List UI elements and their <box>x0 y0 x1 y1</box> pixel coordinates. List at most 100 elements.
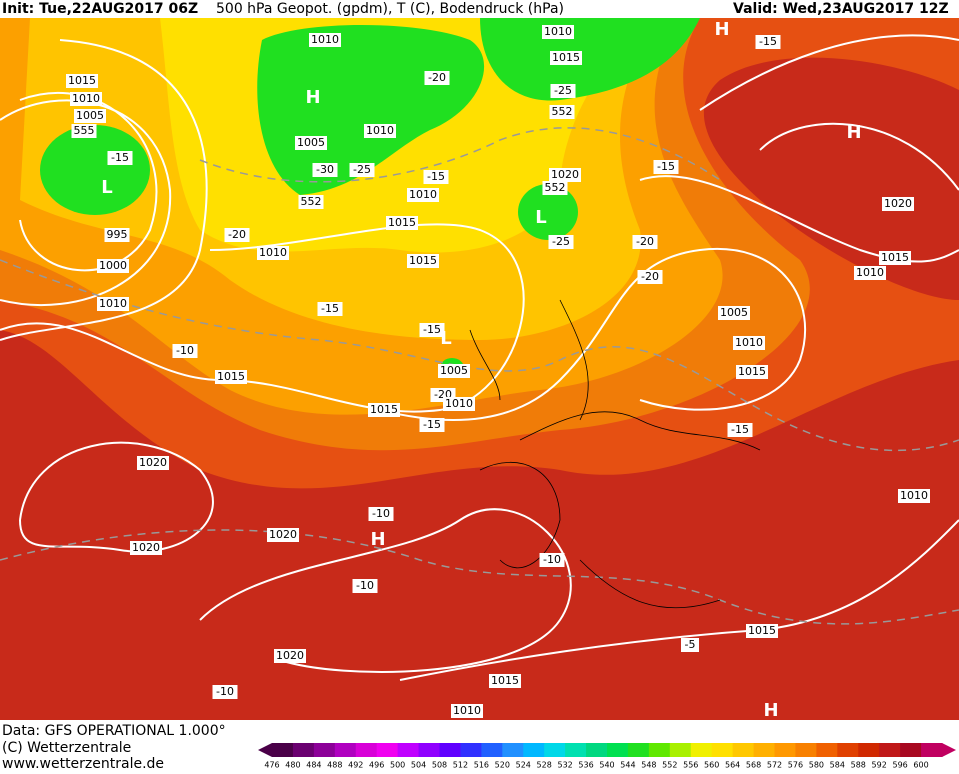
map-label: 552 <box>552 105 573 118</box>
colorbar-label: 564 <box>725 761 740 770</box>
colorbar-label: 528 <box>537 761 552 770</box>
label-box <box>746 624 778 638</box>
label-box <box>104 228 130 242</box>
label-box <box>681 638 699 652</box>
label-box <box>349 163 375 177</box>
colorbar-label: 592 <box>872 761 887 770</box>
label-box <box>224 228 250 242</box>
colorbar-swatch <box>272 743 294 757</box>
colorbar-swatch <box>292 743 315 757</box>
label-box <box>97 297 129 311</box>
label-box <box>882 197 914 211</box>
label-box <box>386 216 418 230</box>
colorbar-label: 536 <box>578 761 593 770</box>
map-label: -15 <box>657 160 675 173</box>
colorbar-right-arrow <box>942 743 956 757</box>
label-box <box>736 365 768 379</box>
label-box <box>71 124 97 138</box>
label-box <box>274 649 306 663</box>
colorbar-label: 484 <box>306 761 321 770</box>
colorbar-label: 540 <box>599 761 614 770</box>
colorbar-swatch <box>565 743 587 757</box>
colorbar-label: 568 <box>746 761 761 770</box>
label-box <box>443 397 475 411</box>
label-box <box>419 418 445 432</box>
label-box <box>423 170 449 184</box>
colorbar-label: 580 <box>809 761 824 770</box>
website: www.wetterzentrale.de <box>2 756 164 770</box>
map-label: 1015 <box>738 365 766 378</box>
label-box <box>419 323 445 337</box>
colorbar-label: 556 <box>683 761 698 770</box>
colorbar-swatch <box>460 743 482 757</box>
map-label: -15 <box>423 323 441 336</box>
label-box <box>298 195 324 209</box>
colorbar-swatch <box>418 743 440 757</box>
colorbar-label: 480 <box>285 761 300 770</box>
colorbar-swatch <box>690 743 713 757</box>
map-label: 1010 <box>72 92 100 105</box>
colorbar-swatch <box>732 743 755 757</box>
map-label: -20 <box>641 270 659 283</box>
map-label: -15 <box>111 151 129 164</box>
colorbar-label: 492 <box>348 761 363 770</box>
label-box <box>107 151 133 165</box>
pressure-center: H <box>370 529 385 550</box>
map-label: 1010 <box>856 266 884 279</box>
label-box <box>267 528 299 542</box>
colorbar-label: 576 <box>788 761 803 770</box>
colorbar-swatch <box>523 743 545 757</box>
label-box <box>368 403 400 417</box>
label-box <box>550 84 576 98</box>
colorbar-label: 496 <box>369 761 384 770</box>
label-box <box>317 302 343 316</box>
map-label: 1010 <box>735 336 763 349</box>
colorbar-swatch <box>879 743 901 757</box>
label-box <box>632 235 658 249</box>
colorbar-label: 600 <box>913 761 928 770</box>
colorbar-label: 516 <box>474 761 489 770</box>
map-label: 1010 <box>900 489 928 502</box>
colorbar-swatch <box>586 743 608 757</box>
colorbar-label: 520 <box>495 761 510 770</box>
map-label: -20 <box>228 228 246 241</box>
colorbar-label: 560 <box>704 761 719 770</box>
colorbar-swatch <box>439 743 461 757</box>
map-label: 1020 <box>269 528 297 541</box>
map-label: 1010 <box>366 124 394 137</box>
label-box <box>438 364 470 378</box>
colorbar-swatch <box>795 743 817 757</box>
map-label: 1015 <box>748 624 776 637</box>
colorbar-label: 476 <box>264 761 279 770</box>
copyright: (C) Wetterzentrale <box>2 740 131 756</box>
label-box <box>549 168 581 182</box>
map-label: 1020 <box>132 541 160 554</box>
label-box <box>898 489 930 503</box>
colorbar-label: 512 <box>453 761 468 770</box>
map-label: 1020 <box>551 168 579 181</box>
colorbar-swatch <box>837 743 859 757</box>
map-title: 500 hPa Geopot. (gpdm), T (C), Bodendruc… <box>216 1 564 17</box>
label-box <box>854 266 886 280</box>
label-box <box>539 553 565 567</box>
map-label: -20 <box>428 71 446 84</box>
map-label: -15 <box>731 423 749 436</box>
map-label: 1010 <box>99 297 127 310</box>
colorbar-label: 572 <box>767 761 782 770</box>
pressure-center: H <box>846 122 861 143</box>
colorbar-swatch <box>921 743 943 757</box>
map-label: -10 <box>176 344 194 357</box>
map-label: -25 <box>353 163 371 176</box>
map-label: -15 <box>423 418 441 431</box>
colorbar-swatch <box>502 743 524 757</box>
colorbar-swatch <box>481 743 503 757</box>
header-bar <box>0 0 959 18</box>
colorbar-label: 544 <box>620 761 635 770</box>
label-box <box>312 163 338 177</box>
label-box <box>733 336 765 350</box>
map-label: -25 <box>552 235 570 248</box>
init-time: Init: Tue,22AUG2017 06Z <box>2 1 198 17</box>
label-box <box>755 35 781 49</box>
label-box <box>70 92 102 106</box>
